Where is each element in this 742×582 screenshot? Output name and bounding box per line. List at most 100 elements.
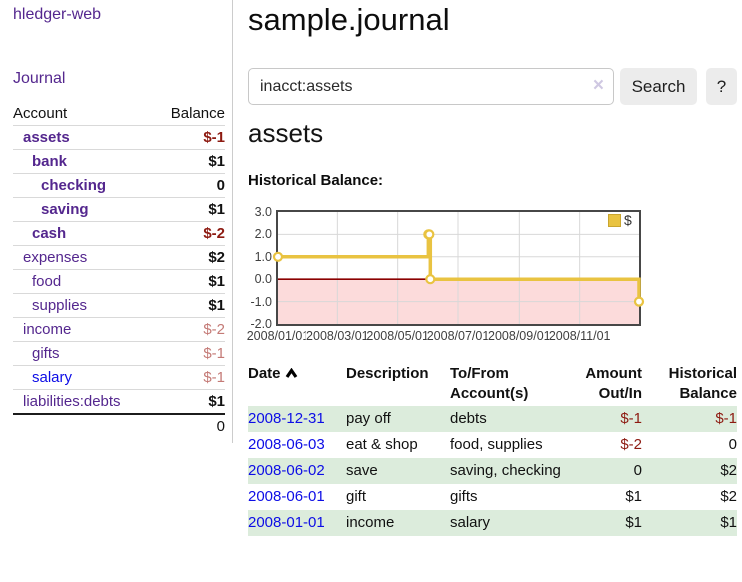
page-title: sample.journal <box>248 2 450 37</box>
transaction-date-link[interactable]: 2008-01-01 <box>248 514 325 531</box>
chart-title: Historical Balance: <box>248 172 384 189</box>
transaction-date-link[interactable]: 2008-06-02 <box>248 462 325 479</box>
column-header-balance: Historical Balance <box>668 365 737 402</box>
accounts-total-value: 0 <box>153 413 225 438</box>
transaction-description: pay off <box>346 410 391 427</box>
x-axis-tick-label: 2008/09/01 <box>488 329 551 344</box>
y-axis-tick-label: 3.0 <box>254 205 272 219</box>
account-balance: 0 <box>153 173 225 198</box>
legend-label: $ <box>624 212 632 228</box>
account-link[interactable]: expenses <box>23 249 88 266</box>
column-header-date[interactable]: Date <box>248 362 346 406</box>
accounts-total-row: 0 <box>13 413 225 438</box>
account-link[interactable]: salary <box>32 369 73 386</box>
date-header-label: Date <box>248 365 281 382</box>
transaction-accounts: salary <box>450 514 491 531</box>
transaction-row: 2008-12-31 pay off debts $-1 $-1 <box>248 406 737 432</box>
main-panel: sample.journal × Search ? assets Histori… <box>233 0 742 582</box>
historical-balance-chart: $ 3.0 2.0 1.0 0.0 -1.0 -2.0 2008/01/01 2008/03/… <box>246 200 742 350</box>
transaction-accounts: debts <box>450 410 487 427</box>
column-header-description: Description <box>346 365 429 382</box>
chart-plot-area <box>272 210 645 326</box>
search-box: × <box>248 68 614 105</box>
account-link[interactable]: supplies <box>32 297 88 314</box>
transaction-row: 2008-06-01 gift gifts $1 $2 <box>248 484 737 510</box>
account-link[interactable]: income <box>23 321 72 338</box>
account-balance: $-1 <box>153 341 225 366</box>
account-row: cash $-2 <box>13 221 225 246</box>
account-link[interactable]: bank <box>32 153 68 170</box>
transaction-date-link[interactable]: 2008-06-03 <box>248 436 325 453</box>
account-row: checking 0 <box>13 173 225 198</box>
account-row: saving $1 <box>13 197 225 222</box>
account-link[interactable]: saving <box>41 201 89 218</box>
transaction-amount: $1 <box>625 514 642 531</box>
help-button[interactable]: ? <box>706 68 737 105</box>
account-link[interactable]: food <box>32 273 62 290</box>
y-axis-tick-label: 2.0 <box>254 227 272 242</box>
transaction-date-link[interactable]: 2008-12-31 <box>248 410 325 427</box>
sort-ascending-icon <box>285 367 297 378</box>
clear-search-icon[interactable]: × <box>592 75 604 96</box>
accounts-table: Account Balance assets $-1 bank $1 checking 0… <box>13 102 225 438</box>
account-balance: $-2 <box>153 221 225 246</box>
account-balance: $1 <box>153 293 225 318</box>
transaction-description: save <box>346 462 378 479</box>
account-balance: $1 <box>153 269 225 294</box>
account-balance: $-1 <box>153 125 225 150</box>
transaction-balance: 0 <box>728 436 737 453</box>
account-link[interactable]: checking <box>41 177 107 194</box>
transaction-row: 2008-06-03 eat & shop food, supplies $-2 0 <box>248 432 737 458</box>
y-axis-tick-label: 1.0 <box>254 249 272 264</box>
transaction-accounts: gifts <box>450 488 478 505</box>
y-axis-tick-label: 0.0 <box>254 272 272 287</box>
account-balance: $-2 <box>153 317 225 342</box>
column-header-accounts: To/From Account(s) <box>450 365 529 402</box>
account-row: gifts $-1 <box>13 341 225 366</box>
legend-swatch-icon <box>608 213 621 227</box>
transaction-description: gift <box>346 488 367 505</box>
account-balance: $1 <box>153 197 225 222</box>
account-row: expenses $2 <box>13 245 225 270</box>
x-axis-tick-label: 2008/11/01 <box>548 329 611 344</box>
transaction-amount: $-1 <box>620 410 642 427</box>
account-link[interactable]: liabilities:debts <box>23 393 121 410</box>
sidebar: hledger-web Journal Account Balance asse… <box>0 0 233 443</box>
account-row: liabilities:debts $1 <box>13 389 225 415</box>
account-row: assets $-1 <box>13 125 225 150</box>
x-axis-tick-label: 2008/05/01 <box>366 329 429 344</box>
account-link[interactable]: assets <box>23 129 70 146</box>
transaction-description: eat & shop <box>346 436 418 453</box>
register-table: Date Description To/From Account(s) Amou… <box>248 362 737 536</box>
account-row: supplies $1 <box>13 293 225 318</box>
account-link[interactable]: cash <box>32 225 67 242</box>
transaction-description: income <box>346 514 395 531</box>
transaction-date-link[interactable]: 2008-06-01 <box>248 488 325 505</box>
balance-column-header: Balance <box>153 102 225 126</box>
transaction-accounts: food, supplies <box>450 436 543 453</box>
transaction-amount: 0 <box>633 462 642 479</box>
transaction-accounts: saving, checking <box>450 462 561 479</box>
account-balance: $1 <box>153 389 225 415</box>
sidebar-item-journal[interactable]: Journal <box>13 70 66 87</box>
account-heading: assets <box>248 118 324 148</box>
x-axis-tick-label: 2008/01/01 <box>246 329 310 344</box>
transaction-balance: $1 <box>720 514 737 531</box>
account-row: salary $-1 <box>13 365 225 390</box>
account-row: bank $1 <box>13 149 225 174</box>
transaction-balance: $-1 <box>715 410 737 427</box>
transaction-balance: $2 <box>720 462 737 479</box>
transaction-balance: $2 <box>720 488 737 505</box>
search-input[interactable] <box>249 69 613 104</box>
chart-legend: $ <box>608 212 632 228</box>
transaction-row: 2008-01-01 income salary $1 $1 <box>248 510 737 536</box>
transaction-amount: $-2 <box>620 436 642 453</box>
account-balance: $1 <box>153 149 225 174</box>
app-title-link[interactable]: hledger-web <box>13 6 102 23</box>
account-row: food $1 <box>13 269 225 294</box>
column-header-amount: Amount Out/In <box>585 365 642 402</box>
x-axis-tick-label: 2008/07/01 <box>426 329 490 344</box>
transaction-amount: $1 <box>625 488 642 505</box>
search-button[interactable]: Search <box>620 68 697 105</box>
account-link[interactable]: gifts <box>32 345 60 362</box>
